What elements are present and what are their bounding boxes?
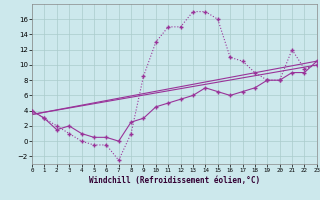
X-axis label: Windchill (Refroidissement éolien,°C): Windchill (Refroidissement éolien,°C): [89, 176, 260, 185]
